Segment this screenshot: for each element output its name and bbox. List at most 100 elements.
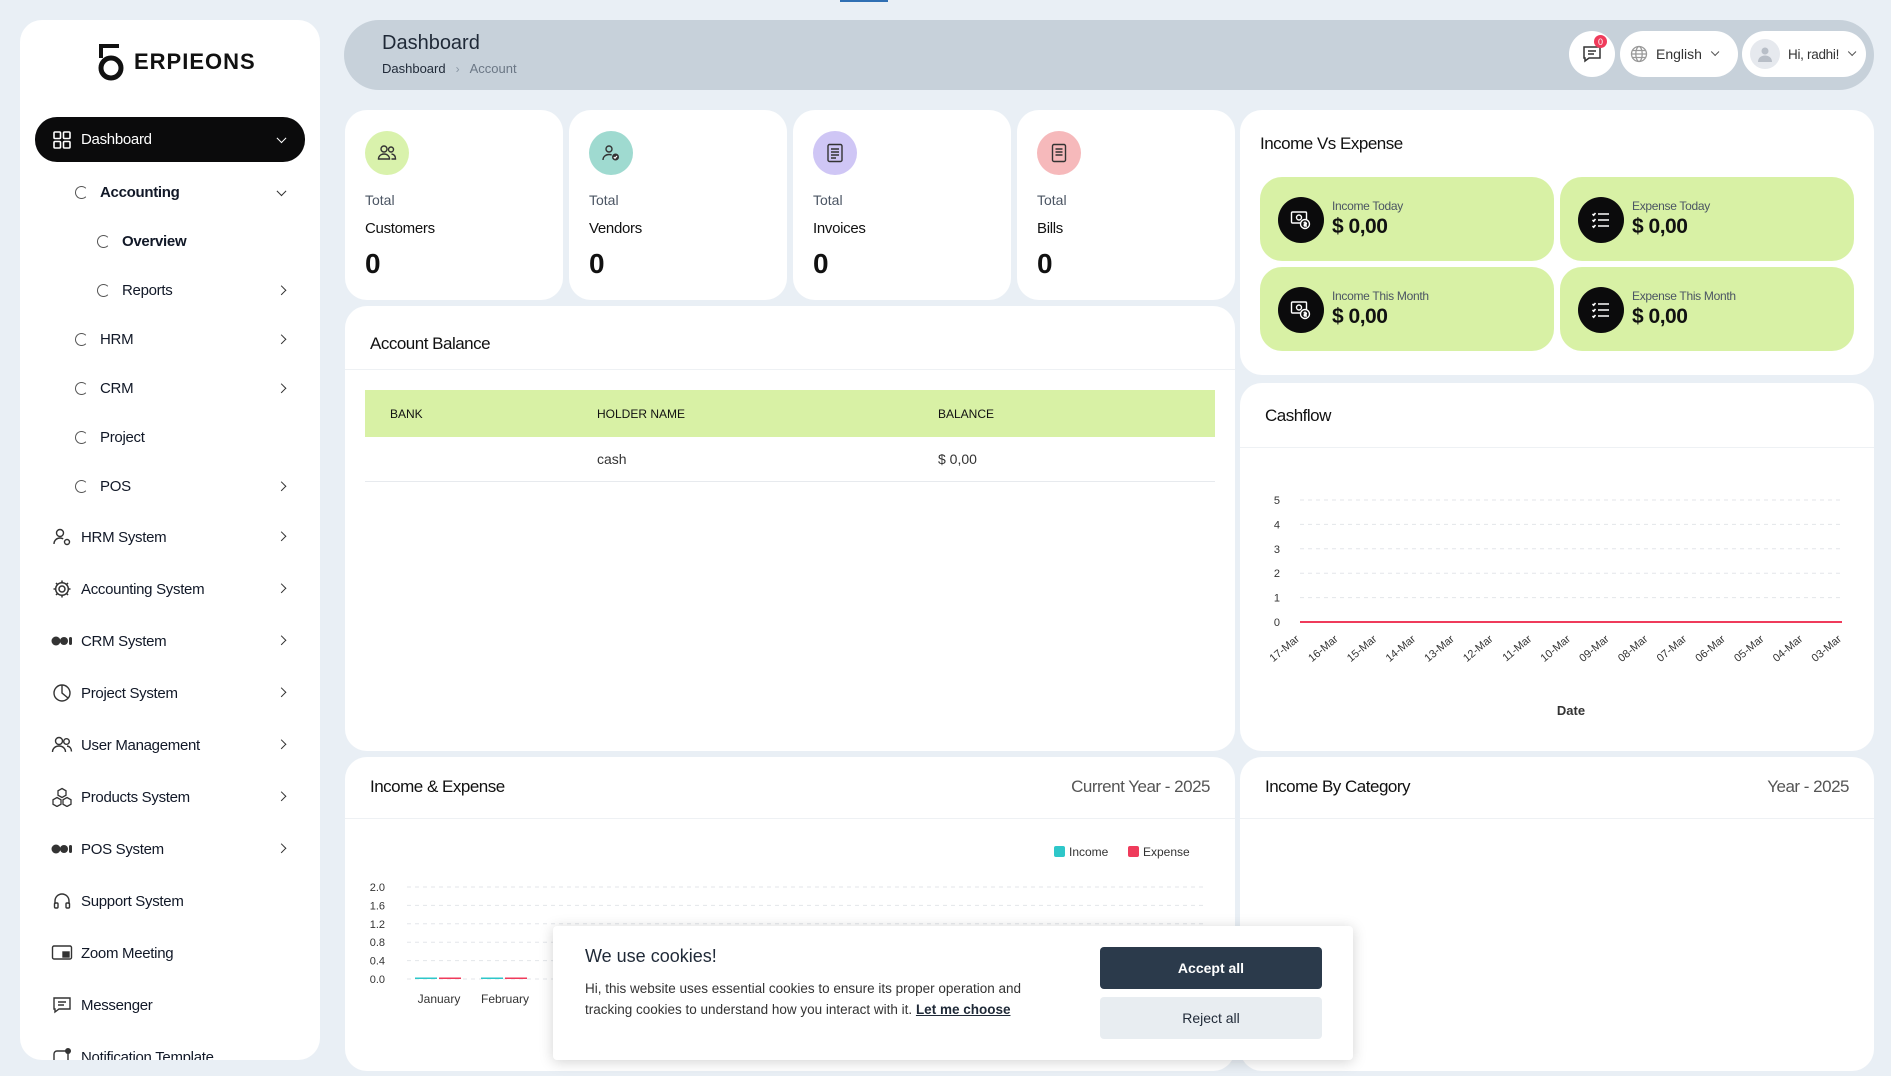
circle-icon bbox=[75, 480, 88, 493]
invoice-icon bbox=[813, 131, 857, 175]
sidebar-item-label: Project System bbox=[81, 684, 178, 702]
x-tick-label: 12-Mar bbox=[1461, 633, 1496, 665]
sidebar-item-label: Support System bbox=[81, 892, 184, 910]
gear-icon bbox=[51, 578, 73, 600]
list-icon bbox=[1578, 197, 1624, 243]
sidebar-item-project-system[interactable]: Project System bbox=[35, 667, 305, 719]
page-header: Dashboard Dashboard › Account 0 English … bbox=[344, 20, 1874, 90]
breadcrumb-item-current: Account bbox=[469, 61, 517, 76]
panel-title: Income Vs Expense bbox=[1260, 134, 1403, 153]
user-gear-icon bbox=[51, 526, 73, 548]
stat-value: 0 bbox=[813, 248, 829, 279]
stat-value: 0 bbox=[365, 248, 381, 279]
sidebar-item-crm[interactable]: CRM bbox=[35, 364, 305, 413]
sidebar-item-accounting-system[interactable]: Accounting System bbox=[35, 563, 305, 615]
cashflow-panel: Cashflow 0 1 2 3 4 5 17-Mar 16-Mar 15-Mar 14-Mar 1… bbox=[1240, 383, 1874, 751]
user-icon bbox=[1758, 47, 1772, 62]
sidebar-item-pos[interactable]: POS bbox=[35, 462, 305, 511]
page-title: Dashboard bbox=[382, 32, 480, 54]
sidebar: ERPIEONS Dashboard Accounting Overview R… bbox=[20, 20, 320, 1060]
circle-icon bbox=[97, 235, 110, 248]
chat-icon bbox=[51, 994, 73, 1016]
y-tick-label: 0.0 bbox=[370, 974, 385, 986]
sidebar-item-pos-system[interactable]: POS System bbox=[35, 823, 305, 875]
stat-label: Total bbox=[589, 192, 619, 208]
brand-logo[interactable]: ERPIEONS bbox=[92, 42, 256, 82]
sidebar-item-accounting[interactable]: Accounting bbox=[35, 168, 305, 217]
language-selector[interactable]: English bbox=[1620, 31, 1738, 77]
chevron-right-icon bbox=[276, 791, 287, 802]
sidebar-item-hrm[interactable]: HRM bbox=[35, 315, 305, 364]
y-tick-label: 0.4 bbox=[370, 956, 385, 968]
stat-card-invoices[interactable]: Total Invoices 0 bbox=[793, 110, 1011, 300]
stat-card-customers[interactable]: Total Customers 0 bbox=[345, 110, 563, 300]
chevron-right-icon bbox=[276, 635, 287, 646]
sidebar-item-label: HRM System bbox=[81, 528, 167, 546]
sidebar-item-messenger[interactable]: Messenger bbox=[35, 979, 305, 1031]
y-tick-label: 1 bbox=[1274, 593, 1280, 605]
account-balance-panel: Account Balance BANK HOLDER NAME BALANCE… bbox=[345, 306, 1235, 751]
tile-income-today: Income Today $ 0,00 bbox=[1260, 177, 1554, 261]
panel-title: Income & Expense bbox=[370, 777, 505, 796]
stat-label: Total bbox=[813, 192, 843, 208]
sidebar-item-label: Dashboard bbox=[81, 131, 152, 148]
monitor-icon bbox=[51, 942, 73, 964]
sidebar-item-notification-template[interactable]: Notification Template bbox=[35, 1031, 305, 1060]
tile-label: Income This Month bbox=[1332, 289, 1429, 303]
sidebar-item-products-system[interactable]: Products System bbox=[35, 771, 305, 823]
chevron-down-icon bbox=[276, 132, 287, 143]
x-tick-label: 10-Mar bbox=[1539, 633, 1574, 665]
x-tick-label: 03-Mar bbox=[1810, 633, 1845, 665]
chevron-right-icon bbox=[276, 531, 287, 542]
headset-icon bbox=[51, 890, 73, 912]
x-tick-label: 16-Mar bbox=[1306, 633, 1341, 665]
y-tick-label: 1.2 bbox=[370, 919, 385, 931]
reject-all-button[interactable]: Reject all bbox=[1100, 997, 1322, 1039]
sidebar-item-label: Accounting bbox=[100, 184, 180, 201]
logo-mark-icon bbox=[98, 44, 124, 81]
sidebar-item-dashboard[interactable]: Dashboard bbox=[35, 117, 305, 162]
sidebar-item-reports[interactable]: Reports bbox=[35, 266, 305, 315]
sidebar-item-label: Reports bbox=[122, 282, 173, 299]
tile-income-this-month: Income This Month $ 0,00 bbox=[1260, 267, 1554, 351]
let-me-choose-link[interactable]: Let me choose bbox=[915, 1002, 1011, 1017]
circle-icon bbox=[97, 284, 110, 297]
stat-card-bills[interactable]: Total Bills 0 bbox=[1017, 110, 1235, 300]
language-label: English bbox=[1656, 46, 1702, 62]
sidebar-item-support-system[interactable]: Support System bbox=[35, 875, 305, 927]
tile-label: Expense This Month bbox=[1632, 289, 1736, 303]
stat-value: 0 bbox=[1037, 248, 1053, 279]
x-tick-label: 07-Mar bbox=[1655, 633, 1690, 665]
sidebar-item-label: HRM bbox=[100, 331, 134, 348]
chevron-right-icon bbox=[276, 284, 287, 295]
accept-all-button[interactable]: Accept all bbox=[1100, 947, 1322, 989]
avatar bbox=[1750, 39, 1780, 69]
money-icon bbox=[1278, 197, 1324, 243]
sidebar-item-crm-system[interactable]: CRM System bbox=[35, 615, 305, 667]
table-row: cash $ 0,00 bbox=[365, 437, 1215, 482]
top-progress-line bbox=[840, 0, 888, 2]
breadcrumb-item-dashboard[interactable]: Dashboard bbox=[382, 61, 446, 76]
pie-icon bbox=[51, 682, 73, 704]
chevron-right-icon bbox=[276, 687, 287, 698]
users-icon bbox=[51, 734, 73, 756]
stat-card-vendors[interactable]: Total Vendors 0 bbox=[569, 110, 787, 300]
panel-title: Income By Category bbox=[1265, 777, 1411, 796]
user-greeting: Hi, radhi! bbox=[1788, 46, 1840, 62]
messages-button[interactable]: 0 bbox=[1569, 31, 1615, 77]
chevron-right-icon bbox=[276, 739, 287, 750]
cashflow-chart: 0 1 2 3 4 5 17-Mar 16-Mar 15-Mar 14-Mar 13-Mar 12-M… bbox=[1268, 495, 1845, 718]
sidebar-item-overview[interactable]: Overview bbox=[35, 217, 305, 266]
sidebar-item-user-management[interactable]: User Management bbox=[35, 719, 305, 771]
sidebar-item-project[interactable]: Project bbox=[35, 413, 305, 462]
circle-icon bbox=[75, 186, 88, 199]
sidebar-item-zoom-meeting[interactable]: Zoom Meeting bbox=[35, 927, 305, 979]
user-menu[interactable]: Hi, radhi! bbox=[1742, 31, 1866, 77]
x-tick-label: February bbox=[481, 992, 529, 1006]
stat-name: Bills bbox=[1037, 220, 1064, 237]
chevron-down-icon bbox=[1847, 47, 1857, 57]
chat-icon bbox=[1583, 46, 1601, 63]
chevron-right-icon bbox=[276, 583, 287, 594]
sidebar-item-hrm-system[interactable]: HRM System bbox=[35, 511, 305, 563]
chevron-right-icon bbox=[276, 480, 287, 491]
